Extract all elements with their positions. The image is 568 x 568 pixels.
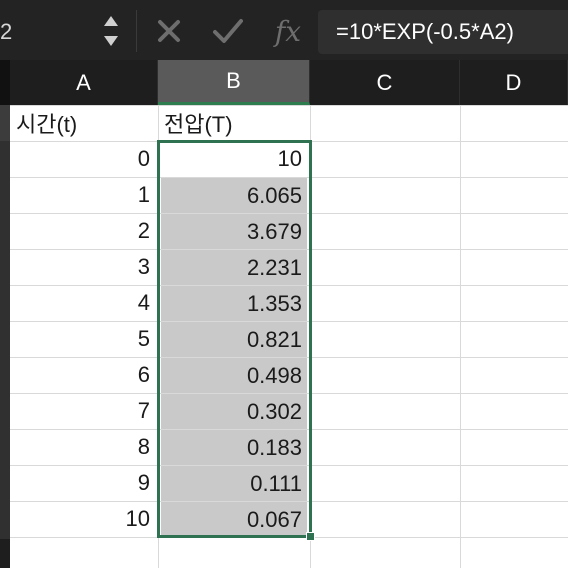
cell-b2[interactable]: 10 — [277, 146, 302, 171]
grid-line — [10, 393, 568, 394]
cell-c7[interactable] — [310, 321, 460, 357]
cell-d1[interactable] — [460, 105, 568, 141]
grid-line — [10, 213, 568, 214]
cell-b12[interactable]: 0.067 — [161, 502, 307, 537]
cell-c6[interactable] — [310, 285, 460, 321]
cell-b4[interactable]: 3.679 — [161, 214, 307, 249]
cell-b1[interactable]: 전압(T) — [164, 112, 233, 137]
grid-line — [10, 465, 568, 466]
cell-d10[interactable] — [460, 429, 568, 465]
enter-checkmark-icon[interactable] — [208, 14, 248, 48]
cell-a10[interactable]: 8 — [137, 434, 150, 459]
cell-b5[interactable]: 2.231 — [161, 250, 307, 285]
grid-line — [10, 429, 568, 430]
cell-d2[interactable] — [460, 141, 568, 177]
grid-line — [10, 357, 568, 358]
grid-line — [10, 501, 568, 502]
cell-c10[interactable] — [310, 429, 460, 465]
cell-a7[interactable]: 5 — [137, 326, 150, 351]
cell-d11[interactable] — [460, 465, 568, 501]
grid-line — [10, 285, 568, 286]
column-header-d[interactable]: D — [460, 60, 568, 105]
grid-line — [10, 177, 568, 178]
grid-line — [10, 105, 568, 106]
cell-d8[interactable] — [460, 357, 568, 393]
cell-d9[interactable] — [460, 393, 568, 429]
cell-c5[interactable] — [310, 249, 460, 285]
cell-b3[interactable]: 6.065 — [161, 178, 307, 213]
grid-line — [10, 321, 568, 322]
select-all-corner[interactable] — [0, 60, 10, 105]
cell-b7[interactable]: 0.821 — [161, 322, 307, 357]
cell-c11[interactable] — [310, 465, 460, 501]
spreadsheet-grid: 시간(t) 전압(T) 0 10 1 6.065 2 3.679 3 2.231 4 1.353 5… — [10, 105, 568, 568]
cell-c1[interactable] — [310, 105, 460, 141]
column-header-c[interactable]: C — [310, 60, 460, 105]
grid-line — [10, 249, 568, 250]
cell-b8[interactable]: 0.498 — [161, 358, 307, 393]
cell-d5[interactable] — [460, 249, 568, 285]
cell-d7[interactable] — [460, 321, 568, 357]
cell-a2[interactable]: 0 — [137, 146, 150, 171]
cell-a8[interactable]: 6 — [137, 362, 150, 387]
cell-b6[interactable]: 1.353 — [161, 286, 307, 321]
formula-bar-divider — [136, 10, 137, 52]
cell-a4[interactable]: 2 — [137, 218, 150, 243]
cell-b9[interactable]: 0.302 — [161, 394, 307, 429]
fill-handle[interactable] — [306, 532, 315, 541]
cell-a5[interactable]: 3 — [137, 254, 150, 279]
name-box-stepper-icon[interactable] — [100, 12, 122, 52]
name-box[interactable]: 2 — [0, 19, 13, 44]
cell-c4[interactable] — [310, 213, 460, 249]
column-header-a[interactable]: A — [10, 60, 158, 105]
cell-d6[interactable] — [460, 285, 568, 321]
cell-a1[interactable]: 시간(t) — [16, 112, 78, 137]
selection-range-border — [157, 140, 312, 538]
cell-b11[interactable]: 0.111 — [161, 466, 307, 501]
cell-c12[interactable] — [310, 501, 460, 537]
insert-function-icon[interactable]: fx — [274, 14, 302, 48]
cell-a6[interactable]: 4 — [137, 290, 150, 315]
cell-d12[interactable] — [460, 501, 568, 537]
formula-bar: 2 fx =10*EXP(-0.5*A2) — [0, 0, 568, 60]
cell-c9[interactable] — [310, 393, 460, 429]
cell-a3[interactable]: 1 — [137, 182, 150, 207]
cell-d3[interactable] — [460, 177, 568, 213]
grid-line — [460, 105, 461, 568]
column-header-b[interactable]: B — [158, 60, 310, 105]
cell-a9[interactable]: 7 — [137, 398, 150, 423]
cell-d4[interactable] — [460, 213, 568, 249]
cell-c2[interactable] — [310, 141, 460, 177]
cell-c8[interactable] — [310, 357, 460, 393]
cell-a12[interactable]: 10 — [125, 506, 150, 531]
row-header-strip — [0, 60, 10, 568]
cancel-icon[interactable] — [152, 14, 186, 48]
cell-b10[interactable]: 0.183 — [161, 430, 307, 465]
cell-c3[interactable] — [310, 177, 460, 213]
cell-a11[interactable]: 9 — [137, 470, 150, 495]
formula-input[interactable]: =10*EXP(-0.5*A2) — [318, 10, 568, 54]
